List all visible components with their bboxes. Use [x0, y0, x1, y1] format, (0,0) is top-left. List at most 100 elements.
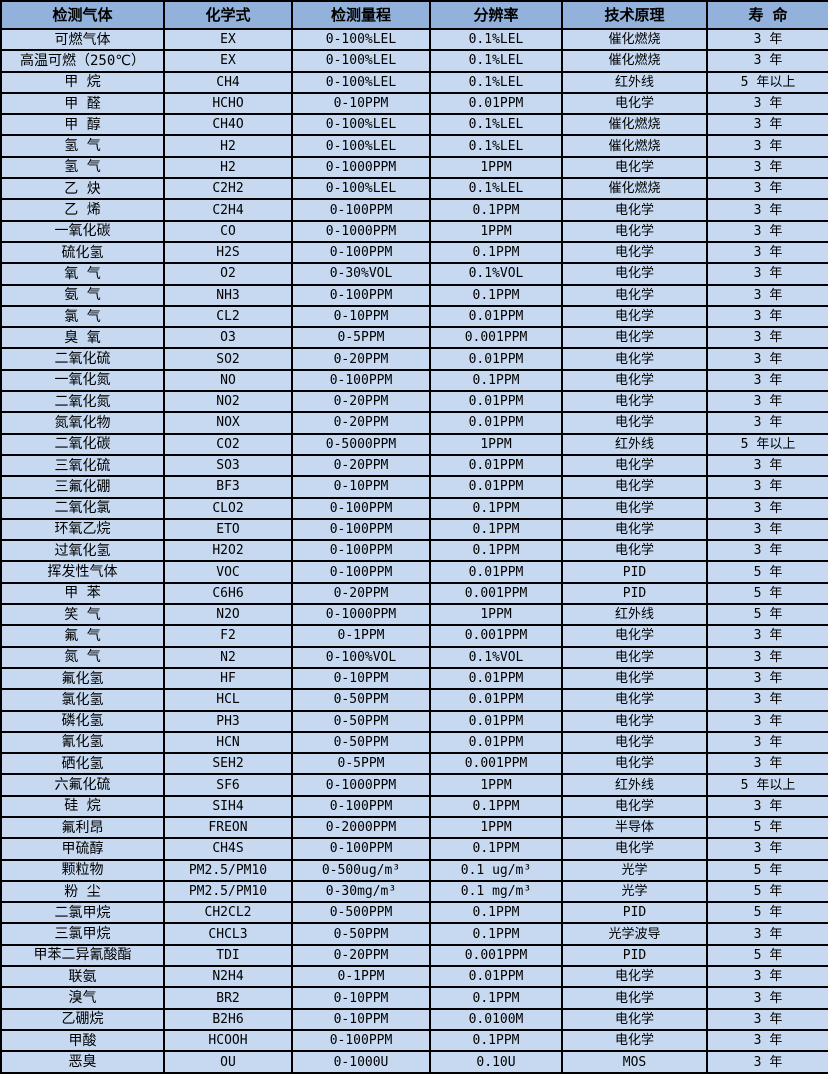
cell-detection-range: 0-30%VOL: [291, 262, 431, 286]
cell-resolution: 1PPM: [429, 815, 563, 840]
cell-lifespan: 3 年: [706, 49, 828, 73]
cell-gas-name: 二氧化氯: [0, 496, 165, 520]
cell-technology: 电化学: [561, 390, 708, 414]
cell-chemical-formula: NH3: [163, 283, 293, 307]
cell-chemical-formula: EX: [163, 27, 293, 52]
cell-detection-range: 0-5PPM: [291, 752, 431, 776]
cell-technology: 催化燃烧: [561, 134, 708, 158]
cell-detection-range: 0-100%LEL: [291, 134, 431, 158]
cell-lifespan: 3 年: [706, 688, 828, 712]
table-row: 甲硫醇 CH4S 0-100PPM 0.1PPM 电化学 3 年: [0, 837, 828, 861]
cell-lifespan: 3 年: [706, 27, 828, 52]
cell-resolution: 0.1PPM: [429, 986, 563, 1010]
cell-lifespan: 3 年: [706, 709, 828, 733]
table-row: 乙 炔 C2H2 0-100%LEL 0.1%LEL 催化燃烧 3 年: [0, 177, 828, 201]
cell-chemical-formula: FREON: [163, 815, 293, 840]
cell-resolution: 0.1%LEL: [429, 70, 563, 94]
cell-detection-range: 0-20PPM: [291, 390, 431, 414]
cell-technology: 电化学: [561, 411, 708, 435]
cell-resolution: 0.1PPM: [429, 517, 563, 542]
cell-detection-range: 0-1000U: [291, 1050, 431, 1074]
cell-resolution: 0.1PPM: [429, 794, 563, 818]
cell-gas-name: 臭 氧: [0, 326, 165, 350]
cell-lifespan: 3 年: [706, 539, 828, 563]
cell-gas-name: 颗粒物: [0, 858, 165, 882]
column-header-resolution: 分辨率: [429, 0, 563, 30]
cell-resolution: 0.1 mg/m³: [429, 879, 563, 904]
cell-detection-range: 0-100PPM: [291, 539, 431, 563]
cell-resolution: 0.1PPM: [429, 539, 563, 563]
table-row: 一氧化氮 NO 0-100PPM 0.1PPM 电化学 3 年: [0, 368, 828, 393]
cell-technology: 电化学: [561, 986, 708, 1010]
cell-resolution: 0.01PPM: [429, 965, 563, 989]
cell-chemical-formula: SO2: [163, 347, 293, 371]
cell-resolution: 0.001PPM: [429, 624, 563, 648]
cell-chemical-formula: N2H4: [163, 965, 293, 989]
cell-technology: 电化学: [561, 688, 708, 712]
cell-lifespan: 5 年: [706, 943, 828, 968]
cell-resolution: 0.1PPM: [429, 198, 563, 222]
cell-chemical-formula: TDI: [163, 943, 293, 968]
cell-chemical-formula: H2: [163, 134, 293, 158]
cell-lifespan: 3 年: [706, 475, 828, 499]
table-row: 氮 气 N2 0-100%VOL 0.1%VOL 电化学 3 年: [0, 645, 828, 669]
cell-technology: 电化学: [561, 1028, 708, 1053]
cell-gas-name: 挥发性气体: [0, 560, 165, 584]
cell-resolution: 0.0100M: [429, 1007, 563, 1031]
column-header-gas-name: 检测气体: [0, 0, 165, 30]
cell-detection-range: 0-50PPM: [291, 688, 431, 712]
table-row: 臭 氧 O3 0-5PPM 0.001PPM 电化学 3 年: [0, 326, 828, 350]
cell-resolution: 0.10U: [429, 1050, 563, 1074]
table-row: 粉 尘 PM2.5/PM10 0-30mg/m³ 0.1 mg/m³ 光学 5 年: [0, 879, 828, 904]
cell-resolution: 0.1PPM: [429, 1028, 563, 1053]
cell-lifespan: 3 年: [706, 837, 828, 861]
cell-resolution: 0.1 ug/m³: [429, 858, 563, 882]
cell-resolution: 0.01PPM: [429, 304, 563, 329]
cell-gas-name: 六氟化硫: [0, 773, 165, 797]
cell-gas-name: 甲 烷: [0, 70, 165, 94]
cell-gas-name: 高温可燃（250℃）: [0, 49, 165, 73]
cell-chemical-formula: C6H6: [163, 581, 293, 606]
cell-lifespan: 5 年: [706, 581, 828, 606]
cell-gas-name: 氟利昂: [0, 815, 165, 840]
cell-chemical-formula: SF6: [163, 773, 293, 797]
table-row: 氟 气 F2 0-1PPM 0.001PPM 电化学 3 年: [0, 624, 828, 648]
cell-detection-range: 0-1PPM: [291, 965, 431, 989]
cell-detection-range: 0-10PPM: [291, 91, 431, 116]
cell-gas-name: 甲 醛: [0, 91, 165, 116]
cell-resolution: 0.001PPM: [429, 581, 563, 606]
table-row: 挥发性气体 VOC 0-100PPM 0.01PPM PID 5 年: [0, 560, 828, 584]
table-row: 一氧化碳 CO 0-1000PPM 1PPM 电化学 3 年: [0, 219, 828, 243]
cell-lifespan: 3 年: [706, 390, 828, 414]
cell-chemical-formula: CO2: [163, 432, 293, 456]
cell-detection-range: 0-50PPM: [291, 709, 431, 733]
cell-technology: 电化学: [561, 453, 708, 478]
cell-detection-range: 0-50PPM: [291, 922, 431, 946]
table-row: 氢 气 H2 0-100%LEL 0.1%LEL 催化燃烧 3 年: [0, 134, 828, 158]
table-row: 氮氧化物 NOX 0-20PPM 0.01PPM 电化学 3 年: [0, 411, 828, 435]
table-row: 溴气 BR2 0-10PPM 0.1PPM 电化学 3 年: [0, 986, 828, 1010]
cell-technology: 红外线: [561, 773, 708, 797]
cell-technology: 电化学: [561, 1007, 708, 1031]
table-row: 二氧化硫 SO2 0-20PPM 0.01PPM 电化学 3 年: [0, 347, 828, 371]
cell-gas-name: 环氧乙烷: [0, 517, 165, 542]
cell-gas-name: 甲 苯: [0, 581, 165, 606]
column-header-detection-range: 检测量程: [291, 0, 431, 30]
table-row: 高温可燃（250℃） EX 0-100%LEL 0.1%LEL 催化燃烧 3 年: [0, 49, 828, 73]
cell-chemical-formula: NO2: [163, 390, 293, 414]
cell-resolution: 0.1PPM: [429, 283, 563, 307]
cell-resolution: 0.01PPM: [429, 453, 563, 478]
table-row: 三氟化硼 BF3 0-10PPM 0.01PPM 电化学 3 年: [0, 475, 828, 499]
table-row: 氯 气 CL2 0-10PPM 0.01PPM 电化学 3 年: [0, 304, 828, 329]
cell-detection-range: 0-10PPM: [291, 1007, 431, 1031]
cell-resolution: 0.1%LEL: [429, 177, 563, 201]
cell-lifespan: 3 年: [706, 922, 828, 946]
cell-technology: 催化燃烧: [561, 177, 708, 201]
header-row: 检测气体 化学式 检测量程 分辨率 技术原理寿 命: [0, 0, 828, 30]
cell-detection-range: 0-100PPM: [291, 794, 431, 818]
table-row: 笑 气 N2O 0-1000PPM 1PPM 红外线 5 年: [0, 603, 828, 627]
cell-lifespan: 3 年: [706, 752, 828, 776]
cell-chemical-formula: H2: [163, 155, 293, 180]
cell-technology: 催化燃烧: [561, 113, 708, 137]
cell-gas-name: 二氯甲烷: [0, 901, 165, 925]
